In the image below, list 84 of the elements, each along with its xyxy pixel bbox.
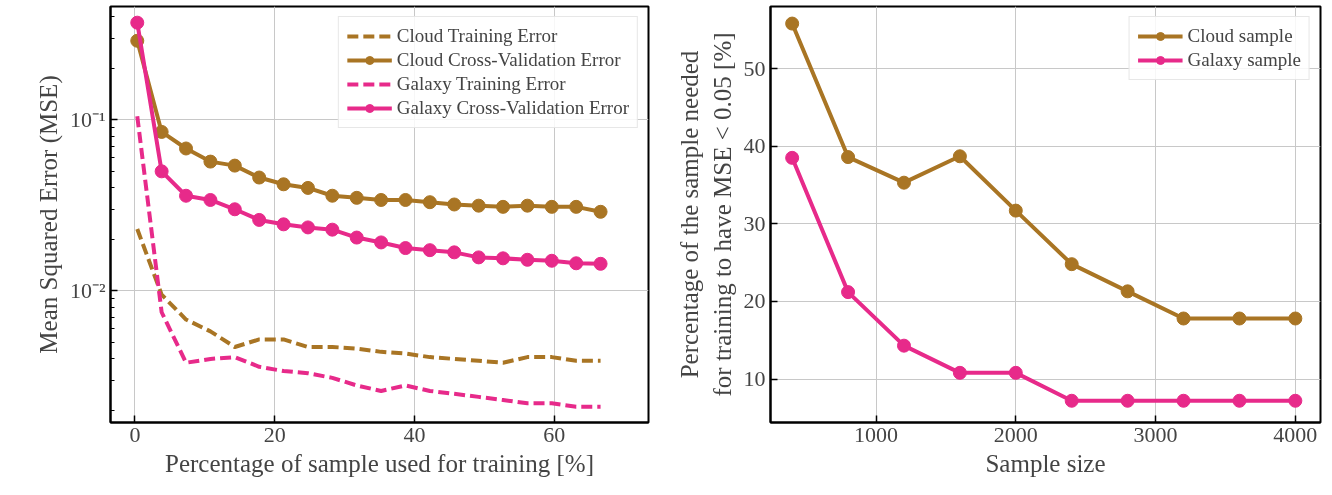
y-tick-label: 30	[743, 210, 766, 236]
x-tick-label: 0	[129, 421, 141, 447]
x-axis-title: Percentage of sample used for training [%]	[165, 449, 595, 477]
legend-label: Galaxy sample	[1187, 49, 1301, 71]
point	[593, 204, 608, 219]
point	[422, 243, 437, 258]
point	[1064, 257, 1079, 272]
point	[130, 15, 145, 30]
y-tick-label: 20	[743, 288, 766, 314]
legend-label: Cloud sample	[1187, 25, 1293, 47]
point	[496, 199, 511, 214]
legend-label: Cloud Cross-Validation Error	[396, 49, 621, 71]
point	[227, 158, 242, 173]
point	[593, 256, 608, 271]
point	[203, 154, 218, 169]
point	[471, 250, 486, 265]
point	[300, 220, 315, 235]
point	[179, 141, 194, 156]
point	[841, 150, 856, 165]
point	[471, 198, 486, 213]
point	[785, 16, 800, 31]
y-tick-label: 10⁻²	[69, 278, 106, 304]
y-tick-label: 40	[743, 133, 766, 159]
point	[422, 195, 437, 210]
x-tick-label: 2000	[993, 421, 1038, 447]
x-tick-label: 4000	[1273, 421, 1318, 447]
y-tick-label: 50	[743, 55, 766, 81]
point	[349, 230, 364, 245]
point	[398, 241, 413, 256]
x-tick-label: 1000	[854, 421, 899, 447]
point	[325, 188, 340, 203]
point	[227, 202, 242, 217]
point	[179, 188, 194, 203]
point	[374, 193, 389, 207]
point	[544, 199, 559, 214]
point	[569, 256, 584, 271]
point	[569, 199, 584, 214]
point	[544, 253, 559, 268]
point	[252, 170, 267, 185]
x-axis-title: Sample size	[985, 449, 1106, 477]
point	[896, 175, 911, 190]
point	[374, 235, 389, 250]
point	[496, 251, 511, 266]
point	[276, 217, 291, 232]
point	[1064, 393, 1079, 408]
point	[520, 252, 535, 267]
point	[349, 190, 364, 205]
point	[1288, 393, 1303, 408]
point	[276, 177, 291, 192]
point	[520, 198, 535, 213]
x-tick-label: 20	[263, 421, 286, 447]
point	[1176, 311, 1191, 326]
point	[1176, 393, 1191, 408]
point	[325, 222, 340, 237]
x-tick-label: 3000	[1133, 421, 1178, 447]
point	[785, 150, 800, 165]
point	[841, 285, 856, 300]
legend-label: Galaxy Training Error	[396, 73, 566, 95]
point	[1232, 311, 1247, 326]
point	[1120, 284, 1135, 299]
point	[952, 365, 967, 380]
point	[1008, 365, 1023, 380]
y-axis-title: Percentage of the sample needed for training to have MSE < 0.05 [%]	[676, 32, 736, 397]
point	[896, 338, 911, 353]
point	[952, 149, 967, 164]
legend-label: Galaxy Cross-Validation Error	[396, 97, 629, 119]
y-tick-label: 10	[743, 366, 766, 392]
point	[447, 245, 462, 260]
x-tick-label: 40	[403, 421, 426, 447]
line-series	[135, 227, 603, 365]
point	[1008, 203, 1023, 218]
point	[447, 197, 462, 212]
point	[398, 193, 413, 207]
point	[203, 193, 218, 207]
point	[154, 164, 169, 179]
point	[1120, 393, 1135, 408]
point	[252, 212, 267, 227]
y-tick-label: 10⁻¹	[69, 107, 106, 133]
x-tick-label: 60	[543, 421, 566, 447]
legend-label: Cloud Training Error	[396, 25, 558, 47]
point	[300, 180, 315, 195]
point	[1288, 311, 1303, 326]
point	[1232, 393, 1247, 408]
y-axis-title: Mean Squared Error (MSE)	[34, 75, 63, 354]
